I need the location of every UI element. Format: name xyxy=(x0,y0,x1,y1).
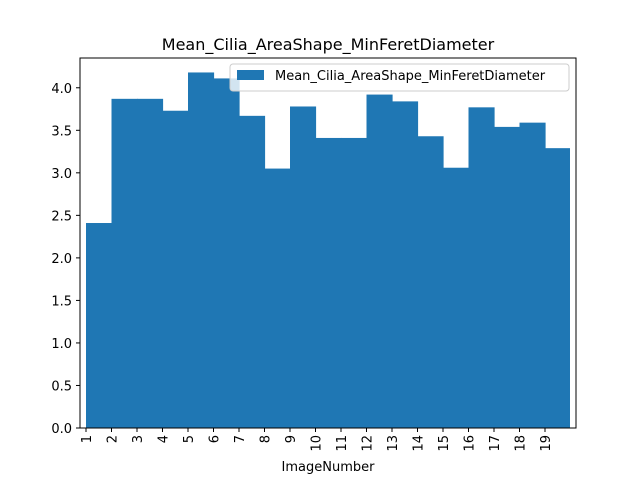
bar-4 xyxy=(162,110,189,429)
x-tick-label: 7 xyxy=(233,435,248,443)
bar-14 xyxy=(417,136,444,428)
bar-13 xyxy=(392,101,419,429)
x-tick-label: 10 xyxy=(310,435,325,452)
y-tick-label: 0.5 xyxy=(51,379,72,394)
x-axis-label: ImageNumber xyxy=(282,460,376,475)
y-tick-label: 0.0 xyxy=(51,422,72,437)
x-tick-label: 18 xyxy=(514,435,529,452)
bar-19 xyxy=(545,148,570,428)
x-tick-label: 8 xyxy=(259,435,274,443)
x-tick-label: 4 xyxy=(157,435,172,443)
bars xyxy=(86,72,570,429)
bar-2 xyxy=(111,98,138,429)
x-tick-label: 3 xyxy=(131,435,146,443)
x-tick-label: 17 xyxy=(488,435,503,452)
bar-6 xyxy=(213,78,240,429)
x-tick-label: 16 xyxy=(463,435,478,452)
x-tick-label: 13 xyxy=(386,435,401,452)
x-tick-label: 12 xyxy=(361,435,376,452)
legend-swatch xyxy=(237,70,264,80)
bar-3 xyxy=(137,98,164,429)
y-tick-label: 2.0 xyxy=(51,252,72,267)
x-tick-label: 1 xyxy=(80,435,95,443)
bar-7 xyxy=(239,115,266,428)
bar-16 xyxy=(468,107,495,428)
bar-11 xyxy=(341,137,368,428)
y-axis: 0.0 0.5 1.0 1.5 2.0 2.5 3.0 3.5 4.0 xyxy=(51,82,80,437)
bar-5 xyxy=(188,72,215,428)
x-tick-label: 2 xyxy=(106,435,121,443)
bar-18 xyxy=(519,122,546,428)
x-tick-label: 5 xyxy=(182,435,197,443)
bar-8 xyxy=(264,168,291,428)
bar-1 xyxy=(86,223,113,428)
x-tick-label: 9 xyxy=(284,435,299,443)
x-tick-label: 15 xyxy=(437,435,452,452)
y-tick-label: 3.5 xyxy=(51,124,72,139)
y-tick-label: 3.0 xyxy=(51,167,72,182)
bar-15 xyxy=(443,167,470,429)
x-tick-label: 11 xyxy=(335,435,350,452)
plot-frame xyxy=(79,57,577,429)
y-tick-label: 1.5 xyxy=(51,294,72,309)
legend-box xyxy=(229,63,570,92)
bar-12 xyxy=(366,94,393,429)
x-tick-label: 19 xyxy=(539,435,554,452)
chart-title: Mean_Cilia_AreaShape_MinFeretDiameter xyxy=(162,35,495,55)
y-tick-label: 2.5 xyxy=(51,209,72,224)
x-tick-label: 14 xyxy=(412,435,427,452)
legend-label: Mean_Cilia_AreaShape_MinFeretDiameter xyxy=(275,69,546,84)
bar-10 xyxy=(315,137,342,428)
bar-17 xyxy=(494,126,521,429)
x-tick-label: 6 xyxy=(208,435,223,443)
y-tick-label: 1.0 xyxy=(51,337,72,352)
bar-9 xyxy=(290,106,317,428)
legend: Mean_Cilia_AreaShape_MinFeretDiameter xyxy=(229,63,570,92)
y-tick-label: 4.0 xyxy=(51,82,72,97)
x-axis: 1 2 3 4 5 6 7 8 9 10 11 12 13 14 15 16 17 18 19 xyxy=(80,428,554,452)
